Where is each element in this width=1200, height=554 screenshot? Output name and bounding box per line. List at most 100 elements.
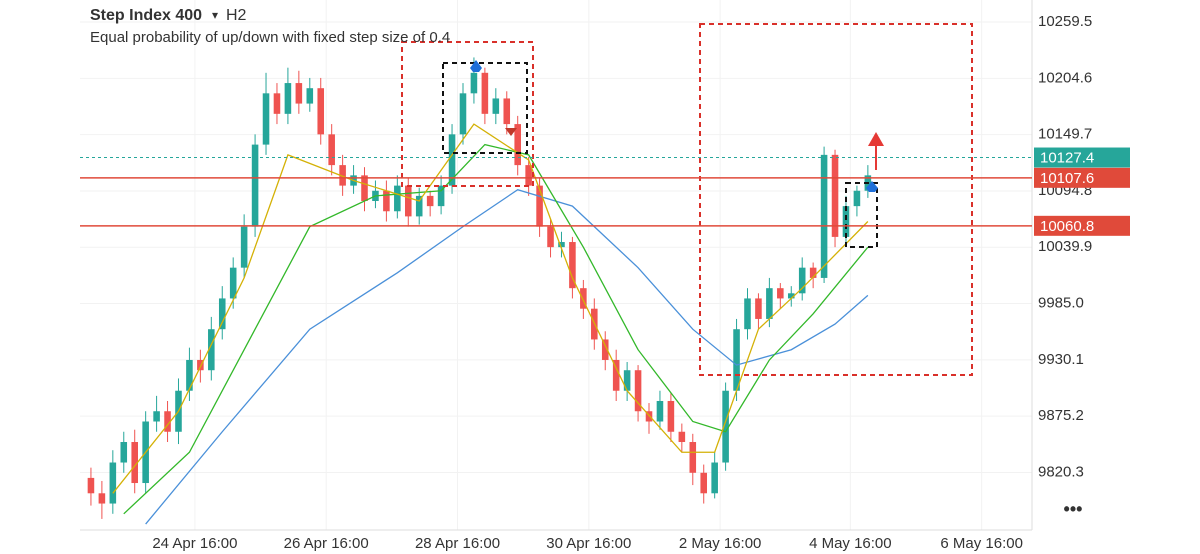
candle-body (131, 442, 138, 484)
candle-body (492, 98, 500, 114)
candle-body (569, 242, 576, 289)
chart-title: Step Index 400 (90, 7, 202, 24)
candle-body (186, 359, 193, 391)
zone-box (401, 41, 534, 187)
x-tick-label: 4 May 16:00 (809, 535, 892, 552)
candle-body (842, 206, 850, 237)
candle-body (547, 226, 554, 248)
moving-average (123, 143, 869, 515)
x-tick-label: 28 Apr 16:00 (415, 535, 500, 552)
arrows (470, 60, 884, 192)
candle-body (448, 134, 456, 186)
candle-body (415, 195, 423, 217)
candle-body (437, 185, 445, 207)
title-marker[interactable]: ▾ (212, 8, 218, 22)
zone-box (442, 62, 528, 154)
candle-body (700, 472, 708, 494)
candle-body (218, 298, 226, 330)
chart-subtitle: Equal probability of up/down with fixed … (90, 29, 450, 46)
candle-body (361, 175, 368, 202)
candle-body (273, 93, 281, 114)
zone-box (845, 182, 878, 248)
candle-body (580, 288, 587, 309)
candle-body (295, 83, 303, 104)
candle-body (262, 93, 270, 145)
price-tag-label: 10060.8 (1040, 218, 1094, 235)
candle-body (612, 359, 620, 391)
candle-body (164, 411, 171, 432)
candle-body (558, 242, 565, 248)
candle-body (120, 442, 128, 463)
price-tag (1034, 215, 1130, 236)
candle-body (623, 370, 631, 391)
y-tick-label: 10259.5 (1038, 13, 1092, 30)
chart-background (80, 0, 1130, 554)
price-tag-label: 10107.6 (1040, 170, 1094, 187)
candle-body (229, 267, 237, 299)
candle-body (87, 477, 95, 494)
x-tick-label: 6 May 16:00 (940, 535, 1023, 552)
arrow-head (868, 132, 884, 146)
candle-body (328, 134, 335, 166)
y-tick-label: 9985.0 (1038, 295, 1084, 312)
candle-body (820, 154, 828, 278)
candle-body (744, 298, 751, 330)
x-tick-label: 2 May 16:00 (679, 535, 762, 552)
moving-average (145, 189, 869, 525)
candle-body (722, 390, 729, 463)
price-tag (1034, 167, 1130, 188)
candle-body (514, 124, 521, 166)
candle-body (208, 329, 215, 371)
candle-body (197, 359, 204, 371)
candle-body (787, 293, 795, 299)
y-tick-label: 9820.3 (1038, 463, 1084, 480)
candle-body (98, 493, 106, 504)
candle-body (536, 185, 543, 227)
candle-body (755, 298, 762, 319)
more-button[interactable]: ••• (1064, 499, 1083, 519)
candle-body (394, 185, 401, 212)
candle-body (601, 339, 609, 360)
candle-body (853, 190, 861, 207)
y-tick-label: 10204.6 (1038, 69, 1092, 86)
y-tick-label: 9930.1 (1038, 351, 1084, 368)
candle-body (383, 190, 390, 212)
x-tick-label: 24 Apr 16:00 (152, 535, 237, 552)
x-tick-label: 30 Apr 16:00 (546, 535, 631, 552)
candle-body (240, 226, 248, 268)
candle-body (777, 288, 784, 299)
candle-body (426, 195, 434, 207)
candle-body (109, 462, 117, 504)
candle-body (831, 154, 839, 237)
candle-body (645, 411, 653, 422)
price-tag (1034, 147, 1130, 168)
candle-body (481, 72, 489, 114)
marker (505, 128, 517, 136)
x-tick-label: 26 Apr 16:00 (284, 535, 369, 552)
moving-average (112, 123, 869, 494)
candle-body (678, 431, 686, 443)
candle-body (667, 400, 675, 432)
candle-body (656, 400, 664, 422)
candle-body (503, 98, 511, 125)
candle-body (317, 88, 325, 135)
y-tick-label: 9875.2 (1038, 407, 1084, 424)
annotations (401, 23, 973, 376)
candle-body (284, 83, 292, 114)
candle-body (459, 93, 467, 135)
candle-body (339, 165, 346, 186)
candle-body (766, 288, 773, 319)
candle-body (525, 165, 532, 186)
candle-body (470, 72, 478, 94)
candle-body (689, 442, 697, 473)
marker (470, 60, 482, 72)
timeframe[interactable]: H2 (226, 7, 247, 24)
price-tag-label: 10127.4 (1040, 149, 1094, 166)
candle-body (798, 267, 806, 294)
y-tick-label: 10149.7 (1038, 126, 1092, 143)
candle-body (306, 88, 314, 104)
candle-body (634, 370, 642, 412)
candle-body (733, 329, 740, 391)
candle-body (809, 267, 817, 278)
